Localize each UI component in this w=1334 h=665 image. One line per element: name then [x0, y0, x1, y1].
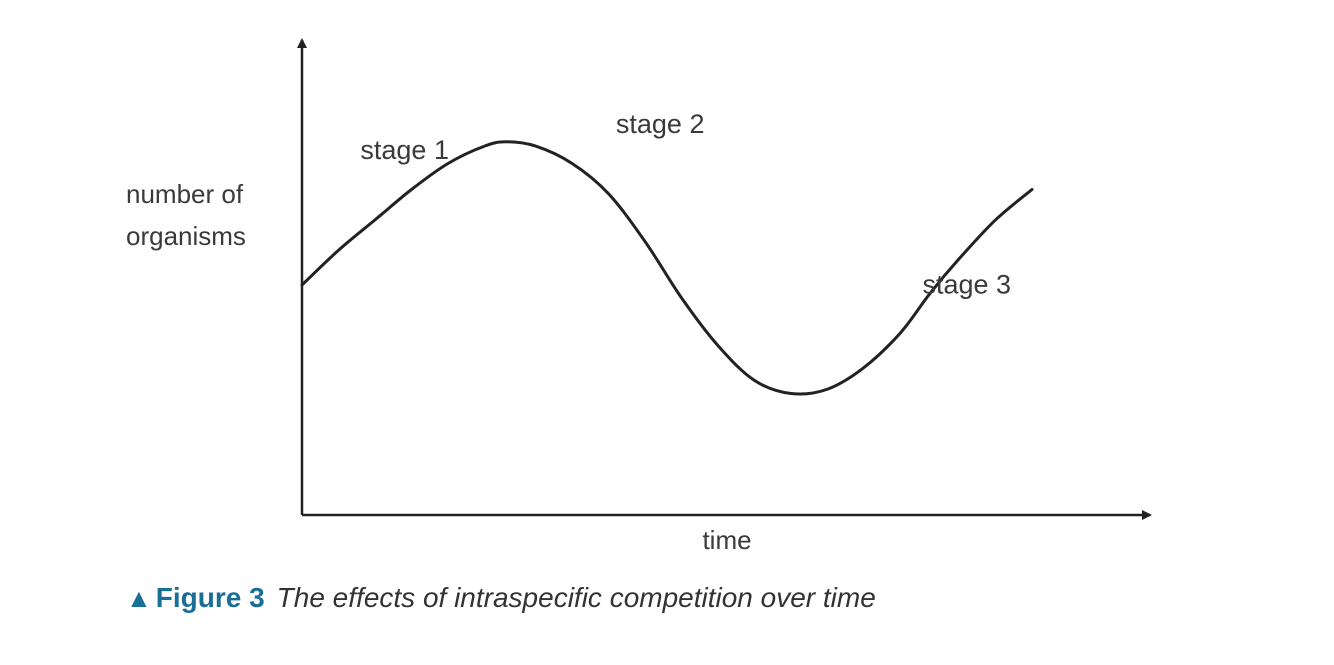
- x-axis-label: time: [702, 525, 751, 555]
- series-layer: [300, 140, 1034, 396]
- y-axis-label-line-1: number of: [126, 179, 244, 209]
- annotation-layer: stage 1 stage 2 stage 3: [360, 109, 1011, 300]
- stage-label-1: stage 1: [360, 135, 449, 165]
- stage-label-3: stage 3: [923, 270, 1012, 300]
- figure-label: Figure 3: [155, 582, 265, 613]
- stage-label-2: stage 2: [616, 109, 705, 139]
- triangle-up-icon: ▲: [126, 583, 152, 613]
- y-axis-label-line-2: organisms: [126, 221, 246, 251]
- population-curve-1: [300, 140, 1034, 396]
- figure-caption: ▲ Figure 3 The effects of intraspecific co…: [126, 582, 876, 614]
- figure-title: The effects of intraspecific competition…: [276, 582, 876, 613]
